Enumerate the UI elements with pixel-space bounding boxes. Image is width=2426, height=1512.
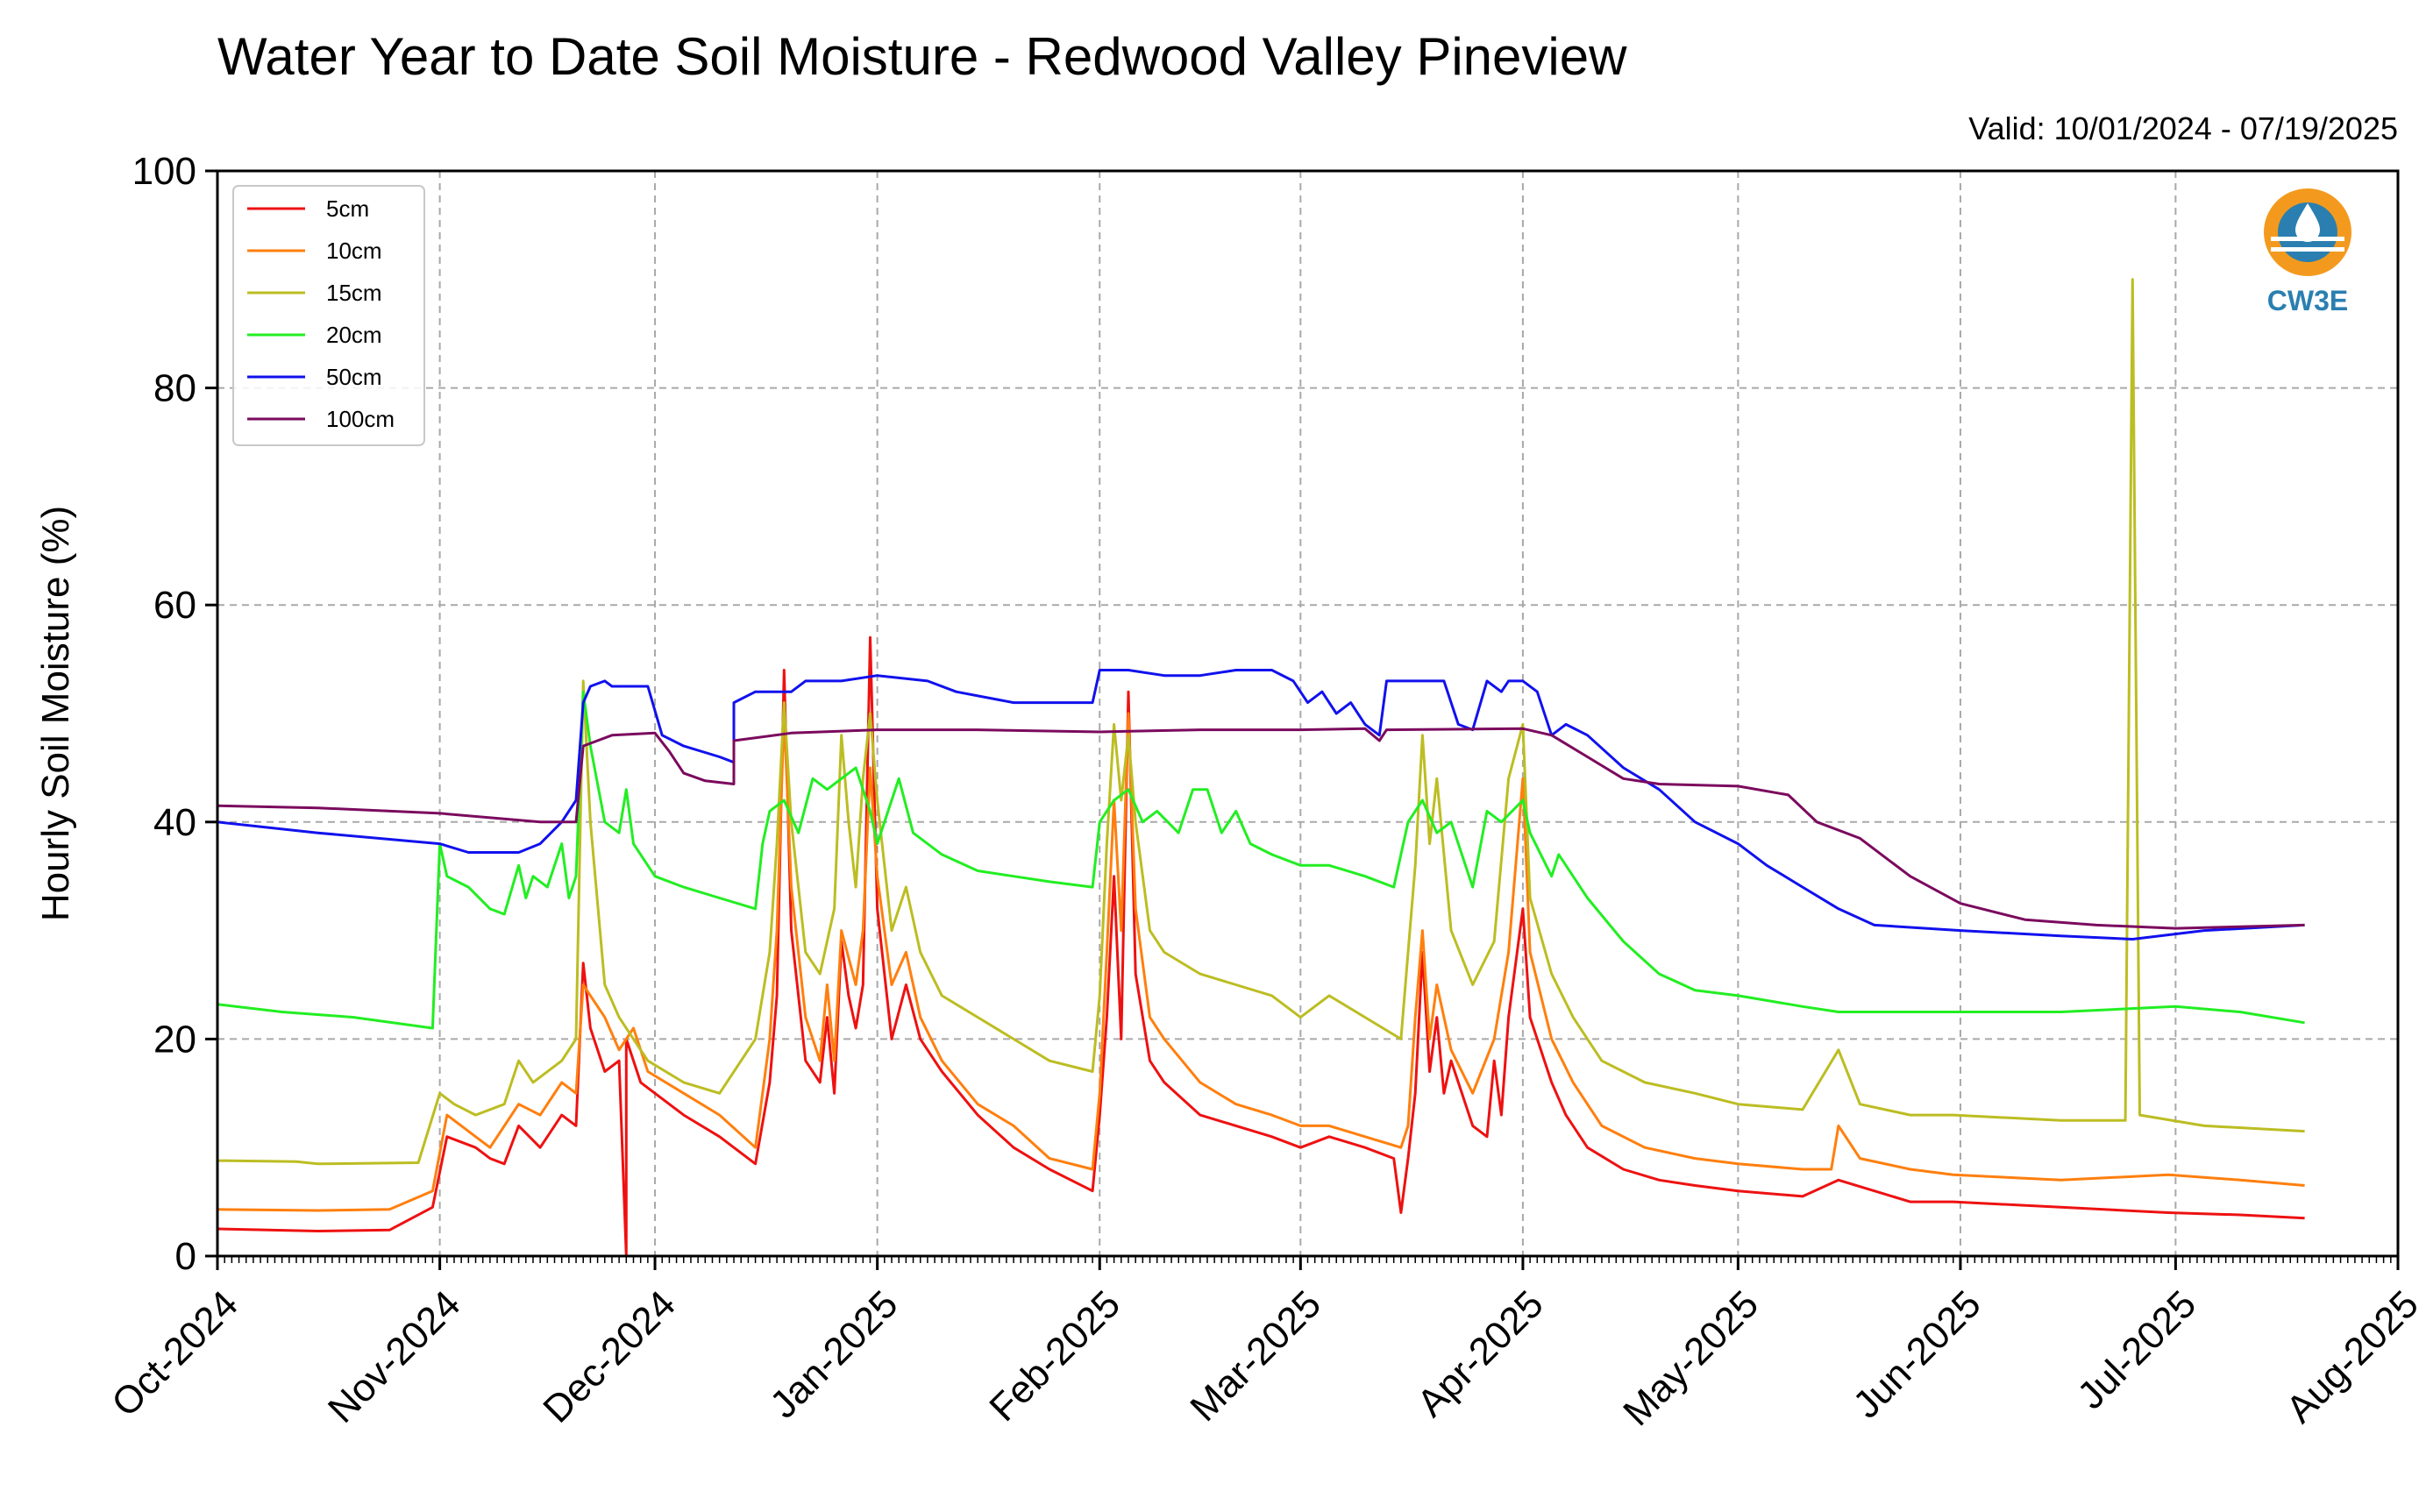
y-tick-label: 60 <box>153 584 196 627</box>
x-tick-label: Jun-2025 <box>1845 1282 1988 1426</box>
series-line-50cm <box>217 669 2305 941</box>
x-tick-label: Jan-2025 <box>762 1282 906 1426</box>
x-tick-label: Aug-2025 <box>2278 1282 2426 1431</box>
x-tick-label: Oct-2024 <box>103 1282 246 1425</box>
x-tick-label: Feb-2025 <box>981 1282 1128 1430</box>
series-line-10cm <box>217 712 2305 1212</box>
chart-title: Water Year to Date Soil Moisture - Redwo… <box>217 27 1627 86</box>
logo-text: CW3E <box>2267 285 2348 316</box>
cw3e-logo: CW3E <box>2264 188 2351 316</box>
y-axis-label: Hourly Soil Moisture (%) <box>34 506 77 921</box>
series-layer <box>217 278 2305 1258</box>
legend-label-100cm: 100cm <box>326 406 395 432</box>
y-tick-label: 100 <box>132 150 196 193</box>
legend-label-10cm: 10cm <box>326 238 382 264</box>
x-tick-label: Mar-2025 <box>1182 1282 1329 1430</box>
series-line-15cm <box>217 278 2305 1166</box>
x-tick-label: Nov-2024 <box>320 1282 469 1431</box>
series-line-20cm <box>217 690 2305 1030</box>
legend-label-20cm: 20cm <box>326 322 382 348</box>
y-tick-label: 40 <box>153 801 196 844</box>
logo-wave-2 <box>2271 247 2344 252</box>
droplet-icon <box>2295 203 2320 242</box>
legend-label-5cm: 5cm <box>326 195 369 222</box>
legend-label-15cm: 15cm <box>326 280 382 306</box>
series-line-5cm <box>217 635 2305 1258</box>
legend-label-50cm: 50cm <box>326 364 382 390</box>
y-tick-label: 0 <box>175 1235 196 1278</box>
y-tick-label: 20 <box>153 1018 196 1061</box>
legend-items: 5cm 10cm 15cm 20cm 50cm 100cm <box>247 195 395 432</box>
series-line-100cm <box>217 727 2305 930</box>
tick-layer: 0 20 40 60 80 100 Oct-2024 Nov-2024 Dec-2024 Jan-… <box>103 150 2426 1434</box>
x-tick-label: Apr-2025 <box>1409 1282 1552 1425</box>
chart-subtitle: Valid: 10/01/2024 - 07/19/2025 <box>1968 110 2398 146</box>
plot-frame <box>216 169 2400 1258</box>
legend: 5cm 10cm 15cm 20cm 50cm 100cm <box>232 185 425 446</box>
x-tick-label: Jul-2025 <box>2069 1282 2204 1417</box>
x-tick-label: Dec-2024 <box>535 1282 684 1431</box>
grid-layer <box>217 171 2398 1256</box>
y-tick-label: 80 <box>153 367 196 410</box>
x-tick-label: May-2025 <box>1615 1282 1767 1434</box>
